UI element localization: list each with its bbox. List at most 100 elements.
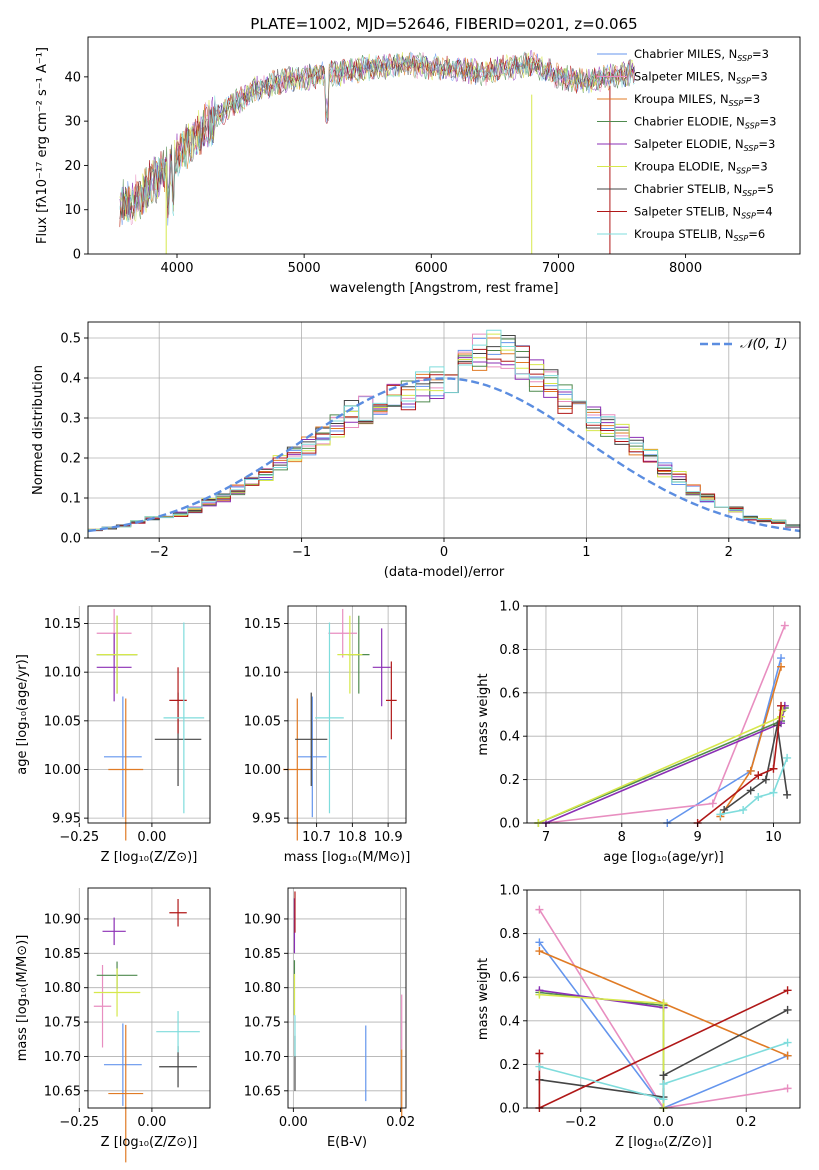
y-tick-label: 10.15 — [244, 617, 281, 632]
x-axis-label: age [log₁₀(age/yr)] — [603, 850, 724, 865]
y-tick-label: 0.6 — [499, 971, 520, 986]
axes-frame — [87, 36, 801, 255]
y-axis-label: mass weight — [476, 958, 491, 1040]
weight-line — [545, 625, 786, 824]
x-tick-label: 8 — [618, 830, 626, 845]
weight-marker — [754, 792, 763, 801]
x-axis-label: mass [log₁₀(M/M⊙)] — [284, 850, 411, 865]
weight-marker — [716, 810, 725, 819]
legend-label: Chabrier STELIB, NSSP=5 — [634, 182, 774, 198]
legend-label: Kroupa ELODIE, NSSP=3 — [634, 160, 768, 176]
weight-line — [539, 1041, 788, 1101]
weight-age-panel: 7 8 9 10 0.0 0.2 0.4 0.6 0.8 1.0 age [log₁₀(age/yr… — [476, 600, 801, 865]
normal-curve — [87, 377, 801, 533]
weight-line — [666, 657, 782, 824]
y-tick-label: 0.4 — [499, 730, 520, 745]
weight-marker — [535, 990, 544, 999]
y-tick-label: 0.3 — [60, 412, 81, 427]
weight-marker — [746, 766, 755, 775]
plot-area — [293, 891, 403, 1119]
weight-marker — [777, 712, 786, 721]
y-tick-label: 0.0 — [60, 532, 81, 547]
histogram-step — [87, 329, 801, 538]
legend-label: Salpeter ELODIE, NSSP=3 — [634, 137, 775, 153]
y-tick-label: 10.65 — [244, 1084, 281, 1099]
weight-marker — [754, 771, 763, 780]
x-tick-label: 10.9 — [374, 830, 403, 845]
weight-marker — [783, 1051, 792, 1060]
plot-area — [87, 329, 801, 538]
x-tick-label: 5000 — [288, 261, 321, 276]
x-tick-label: 10 — [765, 830, 782, 845]
y-tick-label: 0.8 — [499, 643, 520, 658]
x-tick-label: 9 — [693, 830, 701, 845]
weight-marker — [783, 1005, 792, 1014]
y-tick-label: 0.1 — [60, 492, 81, 507]
spectrum-line — [119, 50, 635, 218]
y-tick-label: 9.95 — [52, 812, 81, 827]
weight-marker — [777, 701, 786, 710]
weight-marker — [535, 1062, 544, 1071]
weight-marker — [769, 764, 778, 773]
x-tick-label: 6000 — [415, 261, 448, 276]
spectrum-line — [119, 52, 635, 222]
weight-marker — [746, 786, 755, 795]
y-tick-label: 9.95 — [252, 812, 281, 827]
y-tick-label: 10.70 — [44, 1050, 81, 1065]
y-tick-label: 10.90 — [44, 912, 81, 927]
weight-marker — [659, 999, 668, 1008]
legend-label: 𝒩(0, 1) — [740, 337, 787, 352]
weight-marker — [535, 905, 544, 914]
y-tick-label: 10 — [64, 203, 81, 218]
plot-area — [282, 608, 397, 841]
x-tick-label: −0.25 — [59, 1115, 99, 1130]
y-tick-label: 10.75 — [244, 1016, 281, 1031]
y-axis-label: mass weight — [476, 673, 491, 755]
y-tick-label: 0.2 — [499, 1058, 520, 1073]
x-tick-label: 7 — [542, 830, 550, 845]
x-axis-label: Z [log₁₀(Z/Z⊙)] — [615, 1135, 712, 1150]
spectrum-line — [119, 53, 635, 220]
weight-marker — [783, 790, 792, 799]
weight-marker — [535, 938, 544, 947]
plot-area — [93, 899, 200, 1163]
age-mass-panel: 10.7 10.8 10.9 9.95 10.00 10.05 10.10 10.15 mass… — [244, 605, 411, 865]
x-tick-label: 10.8 — [338, 830, 367, 845]
weight-marker — [773, 721, 782, 730]
y-tick-label: 10.00 — [44, 763, 81, 778]
plot-area — [96, 608, 205, 841]
legend-label: Kroupa STELIB, NSSP=6 — [634, 227, 765, 243]
weight-marker — [659, 1095, 668, 1104]
x-tick-label: 0.2 — [736, 1115, 757, 1130]
legend-label: Kroupa MILES, NSSP=3 — [634, 92, 760, 108]
x-tick-label: 10.7 — [302, 830, 331, 845]
weight-marker — [761, 775, 770, 784]
weight-marker — [769, 788, 778, 797]
age-z-panel: −0.25 0.00 9.95 10.00 10.05 10.10 10.15 Z [log₁… — [15, 605, 211, 865]
y-tick-label: 10.85 — [44, 947, 81, 962]
x-axis-label: Z [log₁₀(Z/Z⊙)] — [101, 1135, 198, 1150]
x-tick-label: 0.00 — [137, 1115, 166, 1130]
spectrum-line — [119, 51, 635, 226]
y-tick-label: 1.0 — [499, 600, 520, 615]
weight-line — [539, 993, 665, 1108]
y-axis-label: mass [log₁₀(M/M⊙)] — [15, 935, 30, 1062]
y-tick-label: 10.10 — [44, 666, 81, 681]
spectrum-line — [119, 52, 635, 227]
weight-marker — [783, 1038, 792, 1047]
x-tick-label: 8000 — [669, 261, 702, 276]
axes-frame — [87, 887, 211, 1109]
x-axis-label: Z [log₁₀(Z/Z⊙)] — [101, 850, 198, 865]
y-tick-label: 0.0 — [499, 817, 520, 832]
axes-frame — [87, 605, 211, 824]
y-tick-label: 40 — [64, 70, 81, 85]
x-tick-label: 1 — [582, 545, 590, 560]
weight-marker — [783, 1084, 792, 1093]
weight-marker — [708, 799, 717, 808]
x-tick-label: 0.00 — [137, 830, 166, 845]
x-tick-label: −0.2 — [565, 1115, 597, 1130]
mass-z-panel: −0.25 0.00 10.65 10.70 10.75 10.80 10.85 10.90 Z… — [15, 887, 211, 1163]
x-tick-label: 7000 — [542, 261, 575, 276]
y-tick-label: 0.2 — [499, 773, 520, 788]
